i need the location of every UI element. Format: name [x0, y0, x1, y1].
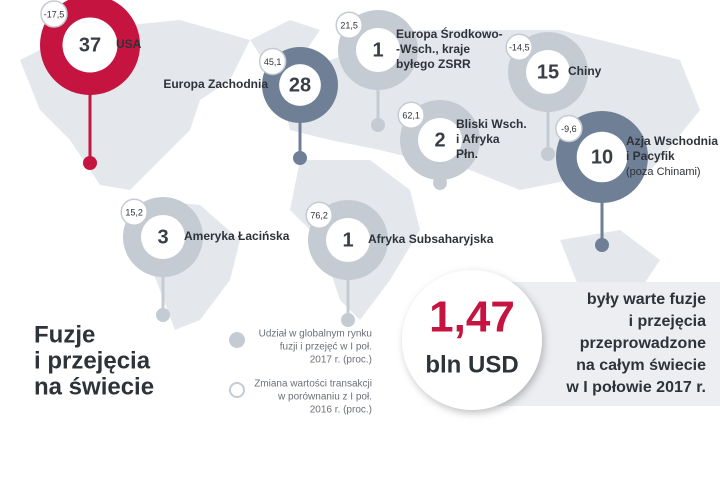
pin-center	[279, 64, 321, 106]
region-label: -Wsch., kraje	[396, 42, 470, 56]
change-badge	[555, 114, 583, 143]
title: Fuzje i przejęcia na świecie	[34, 321, 154, 400]
change-value: 76,2	[310, 211, 328, 221]
share-value: 2	[434, 129, 445, 151]
pin-dot	[341, 313, 355, 327]
legend-text: 2016 r. (proc.)	[310, 405, 372, 416]
change-badge	[335, 11, 363, 39]
change-value: 62,1	[402, 111, 420, 121]
change-value: -14,5	[509, 43, 530, 53]
region-label: Europa Środkowo-	[396, 26, 503, 41]
pin-center	[141, 215, 185, 259]
title-line: na świecie	[34, 373, 154, 400]
highlight-unit: bln USD	[425, 351, 518, 378]
share-value: 37	[79, 34, 101, 56]
share-value: 1	[342, 229, 353, 251]
region-pin: 37 -17,5 USA	[40, 0, 142, 170]
highlight-circle	[402, 270, 542, 410]
share-value: 1	[372, 39, 383, 61]
highlight-value: 1,47	[429, 293, 515, 342]
share-value: 10	[591, 146, 613, 168]
pin-dot	[156, 308, 170, 322]
description-line: i przejęcia	[629, 313, 706, 330]
title-line: i przejęcia	[34, 347, 151, 374]
region-pin: 3 15,2 Ameryka Łacińska	[120, 197, 290, 322]
pin-dot	[541, 147, 555, 161]
change-badge	[397, 101, 425, 129]
pin-center	[356, 28, 400, 72]
change-value: -9,6	[561, 124, 577, 134]
pin-center	[418, 118, 462, 162]
legend-text: w porównaniu z I poł.	[277, 392, 372, 403]
legend: Udział w globalnym rynku fuzji i przejęć…	[229, 329, 372, 416]
pin-dot	[371, 118, 385, 132]
legend-dot	[229, 332, 245, 348]
pin-dot	[293, 151, 307, 165]
region-pin: 15 -14,5 Chiny	[505, 32, 602, 161]
description-line: w I połowie 2017 r.	[565, 379, 706, 396]
region-label: Ameryka Łacińska	[184, 229, 290, 243]
change-badge	[258, 47, 287, 76]
share-value: 28	[289, 74, 311, 96]
pin-dot	[595, 238, 609, 252]
legend-ring	[229, 382, 245, 398]
change-badge	[305, 201, 333, 229]
pin-dot	[83, 156, 97, 170]
share-value: 15	[537, 61, 559, 83]
change-value: -17,5	[44, 9, 65, 19]
region-label: Afryka Subsaharyjska	[368, 232, 494, 246]
region-label: Chiny	[568, 64, 602, 78]
region-pin: 28 45,1 Europa Zachodnia	[163, 47, 338, 165]
title-line: Fuzje	[34, 321, 95, 348]
legend-text: Zmiana wartości transakcji	[254, 379, 372, 390]
change-value: 45,1	[264, 57, 282, 67]
legend-text: fuzji i przejęć w I poł.	[280, 342, 372, 353]
pin-center	[576, 131, 628, 183]
region-label: i Pacyfik	[626, 149, 675, 163]
description-line: na całym świecie	[576, 357, 706, 374]
region-pin: 1 76,2 Afryka Subsaharyjska	[305, 200, 494, 327]
pin-center	[62, 17, 118, 73]
legend-text: 2017 r. (proc.)	[310, 355, 372, 366]
region-label: (poza Chinami)	[626, 166, 701, 178]
region-label: Azja Wschodnia	[626, 134, 718, 148]
change-value: 15,2	[125, 208, 143, 218]
description: były warte fuzje i przejęcia przeprowadz…	[565, 291, 706, 396]
change-badge	[40, 0, 68, 28]
description-line: były warte fuzje	[587, 291, 706, 308]
pin-center	[526, 50, 570, 94]
change-badge	[120, 198, 148, 226]
region-label: Bliski Wsch.	[456, 117, 527, 131]
region-label: USA	[116, 37, 142, 51]
region-pin: 1 21,5 Europa Środkowo--Wsch., krajebyłego…	[335, 10, 503, 132]
region-label: byłego ZSRR	[396, 57, 471, 71]
change-badge	[505, 33, 533, 61]
region-label: Płn.	[456, 147, 478, 161]
region-label: Europa Zachodnia	[163, 77, 268, 91]
legend-text: Udział w globalnym rynku	[259, 329, 372, 340]
change-value: 21,5	[340, 21, 358, 31]
share-value: 3	[157, 226, 168, 248]
pin-center	[326, 218, 370, 262]
description-line: przeprowadzone	[580, 335, 706, 352]
region-label: i Afryka	[456, 132, 500, 146]
